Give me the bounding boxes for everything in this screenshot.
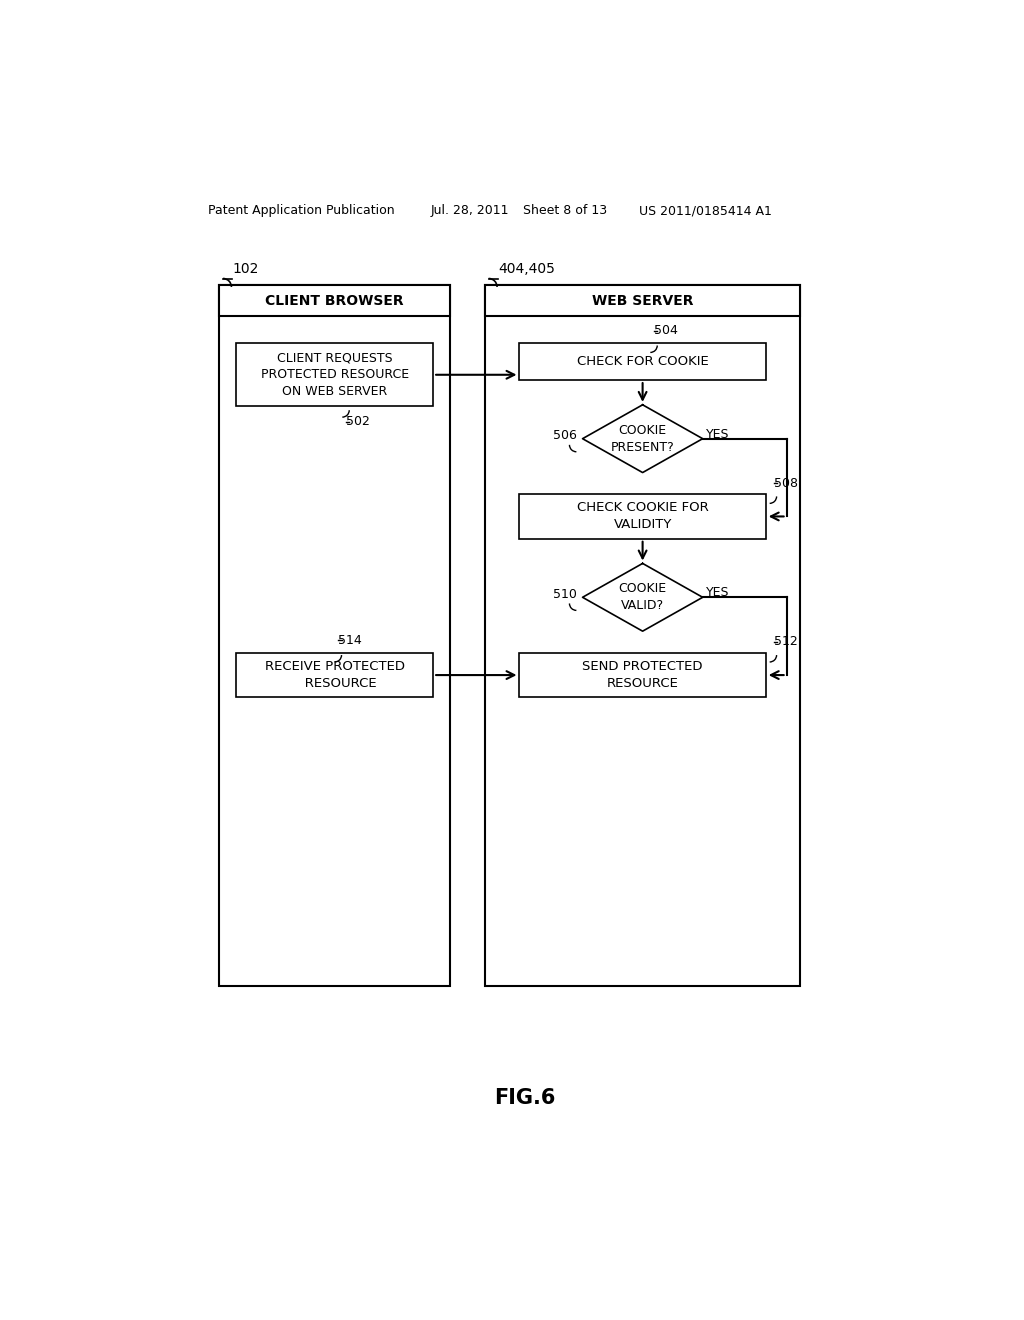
Text: FIG.6: FIG.6 [495,1088,555,1107]
Text: RECEIVE PROTECTED
   RESOURCE: RECEIVE PROTECTED RESOURCE [264,660,404,690]
Text: 514: 514 [339,634,362,647]
Bar [219,285,451,317]
Text: 506: 506 [553,429,578,442]
Bar [484,285,801,986]
Polygon shape [583,405,702,473]
Bar [519,653,766,697]
Text: 510: 510 [553,587,578,601]
Bar [484,285,801,317]
Text: WEB SERVER: WEB SERVER [592,294,693,308]
Text: CLIENT BROWSER: CLIENT BROWSER [265,294,403,308]
Text: SEND PROTECTED
RESOURCE: SEND PROTECTED RESOURCE [583,660,702,690]
Text: CHECK COOKIE FOR
VALIDITY: CHECK COOKIE FOR VALIDITY [577,502,709,532]
Text: COOKIE
VALID?: COOKIE VALID? [618,582,667,612]
Text: YES: YES [706,428,729,441]
Bar [519,494,766,539]
Text: Patent Application Publication: Patent Application Publication [208,205,394,218]
Polygon shape [583,564,702,631]
Text: Jul. 28, 2011: Jul. 28, 2011 [431,205,509,218]
Text: 508: 508 [773,477,798,490]
Text: 502: 502 [346,416,370,428]
Bar [237,343,433,407]
Text: Sheet 8 of 13: Sheet 8 of 13 [523,205,607,218]
Bar [519,343,766,380]
Text: US 2011/0185414 A1: US 2011/0185414 A1 [639,205,772,218]
Text: YES: YES [706,586,729,599]
Text: 404,405: 404,405 [498,261,555,276]
Text: CHECK FOR COOKIE: CHECK FOR COOKIE [577,355,709,368]
Bar [219,285,451,986]
Text: 102: 102 [232,261,259,276]
Text: 504: 504 [654,325,678,338]
Text: COOKIE
PRESENT?: COOKIE PRESENT? [610,424,675,454]
Text: CLIENT REQUESTS
PROTECTED RESOURCE
ON WEB SERVER: CLIENT REQUESTS PROTECTED RESOURCE ON WE… [260,351,409,399]
Bar [237,653,433,697]
Text: 512: 512 [773,635,798,648]
